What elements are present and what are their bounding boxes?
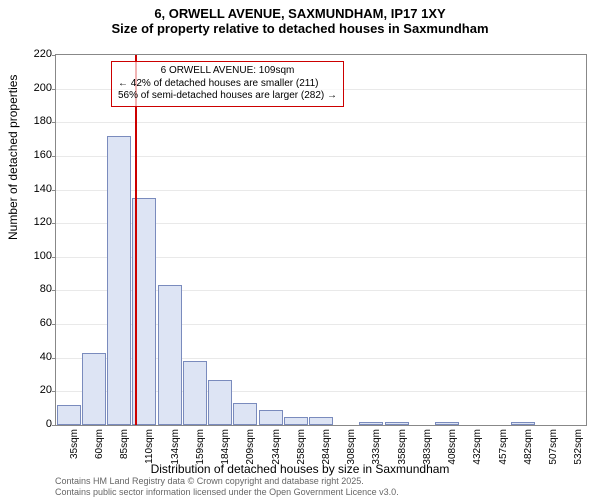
histogram-bar — [259, 410, 283, 425]
histogram-bar — [284, 417, 308, 425]
y-tick-label: 20 — [40, 384, 52, 396]
y-tick-label: 140 — [34, 183, 52, 195]
y-tick-label: 40 — [40, 351, 52, 363]
y-tick-label: 80 — [40, 283, 52, 295]
y-tick-label: 0 — [46, 418, 52, 430]
title-line-1: 6, ORWELL AVENUE, SAXMUNDHAM, IP17 1XY — [0, 6, 600, 21]
y-tick-label: 160 — [34, 149, 52, 161]
histogram-bar — [511, 422, 535, 425]
y-tick-label: 220 — [34, 48, 52, 60]
histogram-bar — [183, 361, 207, 425]
histogram-bar — [208, 380, 232, 425]
footer-line-1: Contains HM Land Registry data © Crown c… — [55, 476, 588, 487]
y-tick-label: 100 — [34, 250, 52, 262]
histogram-bar — [233, 403, 257, 425]
y-tick-label: 200 — [34, 82, 52, 94]
histogram-bar — [435, 422, 459, 425]
y-tick-label: 120 — [34, 216, 52, 228]
histogram-bar — [82, 353, 106, 425]
histogram-bar — [309, 417, 333, 425]
histogram-bar — [57, 405, 81, 425]
histogram-bar — [385, 422, 409, 425]
histogram-bar — [359, 422, 383, 425]
histogram-bar — [158, 285, 182, 425]
y-tick-label: 180 — [34, 115, 52, 127]
y-axis-label: Number of detached properties — [6, 75, 20, 240]
annotation-line: 56% of semi-detached houses are larger (… — [118, 90, 337, 103]
property-marker-line — [135, 55, 137, 425]
annotation-line: ← 42% of detached houses are smaller (21… — [118, 78, 337, 91]
annotation-line: 6 ORWELL AVENUE: 109sqm — [118, 65, 337, 78]
histogram-chart: 35sqm60sqm85sqm110sqm134sqm159sqm184sqm2… — [55, 54, 587, 426]
title-line-2: Size of property relative to detached ho… — [0, 21, 600, 36]
annotation-box: 6 ORWELL AVENUE: 109sqm← 42% of detached… — [111, 61, 344, 107]
histogram-bar — [107, 136, 131, 425]
y-tick-label: 60 — [40, 317, 52, 329]
footer-line-2: Contains public sector information licen… — [55, 487, 588, 498]
footer-attribution: Contains HM Land Registry data © Crown c… — [55, 476, 588, 498]
x-axis-label: Distribution of detached houses by size … — [0, 462, 600, 476]
